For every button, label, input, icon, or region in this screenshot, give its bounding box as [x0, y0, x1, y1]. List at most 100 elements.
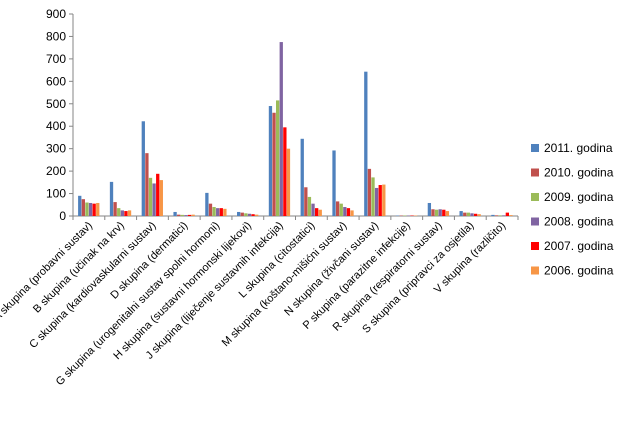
bar-2009-cat-0 [85, 202, 89, 216]
y-tick-label: 400 [46, 119, 66, 133]
bar-2010-cat-5 [240, 212, 244, 216]
bar-2010-cat-11 [431, 209, 435, 216]
y-tick-label: 0 [59, 209, 66, 223]
bar-2007-cat-8 [346, 208, 351, 216]
y-tick-label: 700 [46, 52, 66, 66]
y-axis-tick-labels: 0 100 200 300 400 500 600 700 800 900 [46, 7, 66, 223]
bar-2007-cat-13 [505, 212, 510, 216]
y-tick-label: 600 [46, 74, 66, 88]
bar-2009-cat-5 [244, 213, 248, 216]
bar-2011-cat-9 [364, 71, 368, 217]
legend-label: 2008. godina [544, 215, 614, 229]
bar-2009-cat-8 [339, 203, 343, 216]
bar-2006-cat-13 [509, 215, 513, 216]
y-tick-label: 300 [46, 142, 66, 156]
bar-2007-cat-5 [251, 214, 255, 216]
bar-2007-cat-11 [442, 209, 446, 216]
bar-2006-cat-5 [255, 214, 259, 216]
bar-2010-cat-13 [494, 215, 499, 216]
bar-2010-cat-4 [208, 203, 213, 216]
bar-2007-cat-6 [283, 127, 287, 216]
bar-2011-cat-3 [173, 211, 177, 216]
bar-2006-cat-11 [445, 211, 450, 216]
bar-2011-cat-13 [491, 214, 495, 216]
legend-swatch [531, 217, 539, 226]
bar-2010-cat-6 [272, 112, 276, 216]
bar-2007-cat-4 [219, 208, 223, 216]
bar-2007-cat-2 [156, 173, 160, 216]
bar-2006-cat-9 [382, 184, 386, 216]
bar-2007-cat-3 [187, 214, 192, 216]
bar-2008-cat-13 [502, 215, 506, 216]
legend-label: 2010. godina [544, 166, 614, 180]
bar-2008-cat-9 [374, 187, 379, 216]
bar-2009-cat-6 [276, 100, 280, 216]
bar-2011-cat-11 [427, 202, 432, 216]
legend-label: 2009. godina [544, 190, 614, 204]
bar-2006-cat-12 [477, 214, 481, 216]
bar-2011-cat-7 [300, 138, 304, 216]
legend-swatch [531, 144, 539, 152]
bar-2006-cat-8 [350, 210, 354, 216]
bar-2010-cat-9 [367, 168, 372, 216]
bar-2010-cat-12 [463, 212, 467, 216]
bar-2006-cat-4 [223, 208, 227, 216]
legend-label: 2006. godina [544, 264, 614, 278]
bar-2008-cat-12 [470, 213, 474, 216]
legend: 2011. godina 2010. godina 2009. godina 2008… [531, 141, 614, 278]
bar-2011-cat-4 [205, 192, 209, 216]
bar-2008-cat-1 [120, 210, 124, 216]
bar-2010-cat-2 [145, 153, 149, 216]
legend-label: 2011. godina [544, 141, 613, 155]
bar-2007-cat-0 [92, 203, 96, 216]
bar-2011-cat-1 [109, 181, 114, 216]
y-tick-label: 500 [46, 97, 66, 111]
bar-2008-cat-0 [88, 202, 93, 216]
bar-2008-cat-5 [247, 213, 252, 216]
bar-2010-cat-3 [177, 214, 181, 216]
bar-2006-cat-6 [286, 148, 291, 216]
y-tick-label: 800 [46, 29, 66, 43]
bar-2011-cat-12 [459, 211, 463, 216]
y-tick-label: 100 [46, 187, 66, 201]
bar-2008-cat-4 [216, 208, 220, 216]
bar-2006-cat-2 [159, 180, 163, 216]
bar-2009-cat-2 [148, 177, 153, 216]
bar-2009-cat-9 [371, 177, 375, 216]
bar-2011-cat-6 [268, 106, 273, 216]
legend-swatch [531, 242, 539, 250]
bar-2006-cat-7 [318, 209, 322, 216]
bar-2010-cat-8 [335, 201, 340, 216]
bar-2009-cat-4 [212, 207, 216, 216]
bar-2011-cat-2 [141, 121, 145, 216]
bar-2007-cat-9 [378, 185, 382, 216]
bar-2008-cat-8 [343, 207, 347, 216]
bar-2009-cat-1 [117, 208, 121, 216]
bar-2008-cat-3 [184, 215, 188, 216]
bar-2010-cat-1 [113, 202, 117, 216]
bar-2009-cat-12 [466, 212, 471, 216]
x-axis-category-labels: A skupina (probavni sustav)B skupina (uč… [0, 220, 508, 388]
bar-2006-cat-0 [96, 202, 100, 216]
bar-2008-cat-2 [152, 183, 156, 216]
bar-2010-cat-0 [81, 199, 85, 216]
legend-swatch [531, 193, 539, 201]
bar-2011-cat-8 [332, 150, 336, 216]
bar-2011-cat-5 [237, 211, 241, 216]
legend-swatch [531, 266, 539, 275]
bars [78, 42, 513, 217]
axes [69, 13, 519, 220]
y-tick-label: 200 [46, 164, 66, 178]
bar-2006-cat-1 [127, 210, 132, 216]
bar-2009-cat-7 [307, 196, 312, 216]
bar-2007-cat-7 [315, 208, 319, 216]
bar-2006-cat-3 [191, 214, 195, 216]
legend-swatch [531, 168, 539, 177]
bar-2011-cat-0 [78, 195, 82, 216]
bar-2010-cat-7 [304, 187, 308, 216]
bar-2008-cat-7 [311, 203, 315, 216]
bar-2007-cat-12 [473, 213, 478, 216]
bar-2008-cat-6 [279, 42, 283, 217]
legend-label: 2007. godina [544, 239, 614, 253]
